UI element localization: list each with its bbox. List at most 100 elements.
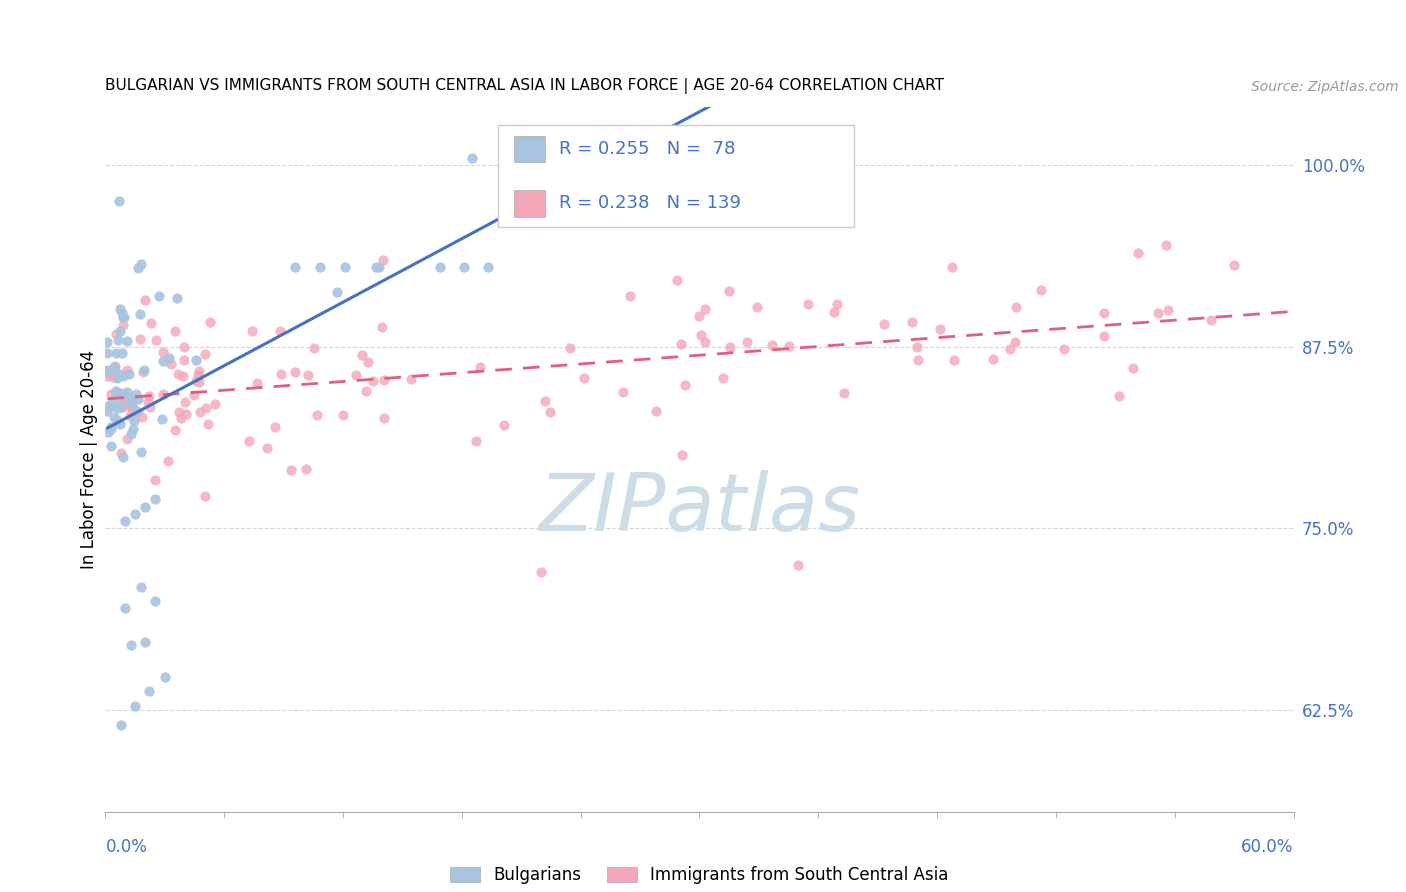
- Point: [173, 394, 195, 409]
- Point: [907, 352, 929, 367]
- Point: [98, 367, 121, 381]
- Point: [873, 317, 896, 331]
- Point: [187, 368, 209, 382]
- Point: [373, 411, 395, 425]
- Point: [183, 388, 205, 402]
- Point: [112, 310, 135, 325]
- Point: [173, 352, 195, 367]
- Point: [127, 261, 149, 276]
- Point: [350, 347, 373, 361]
- Point: [172, 368, 194, 383]
- Point: [143, 492, 166, 507]
- Point: [747, 300, 769, 314]
- Point: [284, 365, 307, 379]
- Point: [1126, 245, 1149, 260]
- Point: [373, 373, 395, 387]
- Point: [110, 717, 132, 731]
- Point: [122, 414, 145, 428]
- Point: [118, 367, 141, 381]
- Point: [269, 324, 291, 338]
- Point: [693, 335, 716, 350]
- Point: [121, 401, 143, 416]
- Point: [129, 306, 152, 320]
- Point: [101, 369, 124, 384]
- Point: [1108, 389, 1130, 403]
- Point: [735, 334, 758, 349]
- Point: [246, 376, 269, 390]
- Point: [131, 410, 153, 425]
- Point: [612, 384, 634, 399]
- Point: [671, 337, 693, 351]
- Point: [105, 413, 128, 427]
- Point: [492, 417, 515, 432]
- Point: [1157, 302, 1180, 317]
- Point: [112, 390, 135, 404]
- Point: [108, 396, 131, 410]
- Point: [167, 367, 190, 381]
- Point: [114, 601, 136, 615]
- Point: [100, 420, 122, 434]
- Point: [468, 360, 491, 375]
- Point: [560, 342, 582, 356]
- Point: [256, 441, 278, 455]
- Point: [461, 151, 484, 165]
- Point: [124, 507, 146, 521]
- Point: [104, 385, 127, 400]
- Point: [1004, 335, 1026, 350]
- Point: [120, 399, 142, 413]
- Point: [143, 473, 166, 487]
- Point: [1199, 313, 1222, 327]
- Point: [619, 289, 641, 303]
- Point: [671, 448, 693, 462]
- Point: [981, 352, 1004, 367]
- Point: [132, 365, 155, 379]
- Point: [101, 396, 124, 410]
- Point: [163, 324, 186, 338]
- Point: [138, 388, 160, 402]
- Point: [796, 297, 818, 311]
- Point: [112, 310, 135, 324]
- Point: [120, 427, 142, 442]
- Point: [297, 368, 319, 383]
- Point: [1053, 342, 1076, 356]
- Point: [108, 417, 131, 431]
- Point: [117, 334, 139, 348]
- Point: [464, 434, 486, 448]
- Point: [718, 340, 741, 354]
- Point: [354, 384, 377, 398]
- Point: [121, 422, 143, 436]
- Point: [530, 565, 553, 579]
- Point: [711, 370, 734, 384]
- Point: [96, 346, 118, 360]
- Point: [371, 252, 394, 267]
- Point: [194, 489, 217, 503]
- Point: [105, 371, 128, 385]
- Point: [112, 369, 135, 384]
- Point: [194, 347, 217, 361]
- Point: [761, 338, 783, 352]
- Point: [107, 401, 129, 415]
- Point: [107, 333, 129, 347]
- Point: [121, 404, 143, 418]
- Point: [112, 318, 135, 332]
- Point: [103, 399, 125, 413]
- Point: [200, 315, 222, 329]
- Point: [121, 392, 143, 406]
- Point: [1004, 300, 1026, 314]
- Point: [357, 354, 380, 368]
- Text: R = 0.255   N =  78: R = 0.255 N = 78: [560, 140, 735, 158]
- Point: [110, 386, 132, 401]
- Point: [110, 446, 132, 460]
- Point: [190, 405, 212, 419]
- Point: [108, 390, 131, 404]
- Point: [129, 580, 152, 594]
- Point: [121, 395, 143, 409]
- Point: [1092, 329, 1115, 343]
- Point: [120, 397, 142, 411]
- Point: [308, 260, 330, 274]
- Point: [96, 363, 118, 377]
- Point: [270, 367, 292, 381]
- Point: [295, 462, 318, 476]
- Legend: Bulgarians, Immigrants from South Central Asia: Bulgarians, Immigrants from South Centra…: [450, 866, 949, 885]
- Text: 0.0%: 0.0%: [105, 838, 148, 856]
